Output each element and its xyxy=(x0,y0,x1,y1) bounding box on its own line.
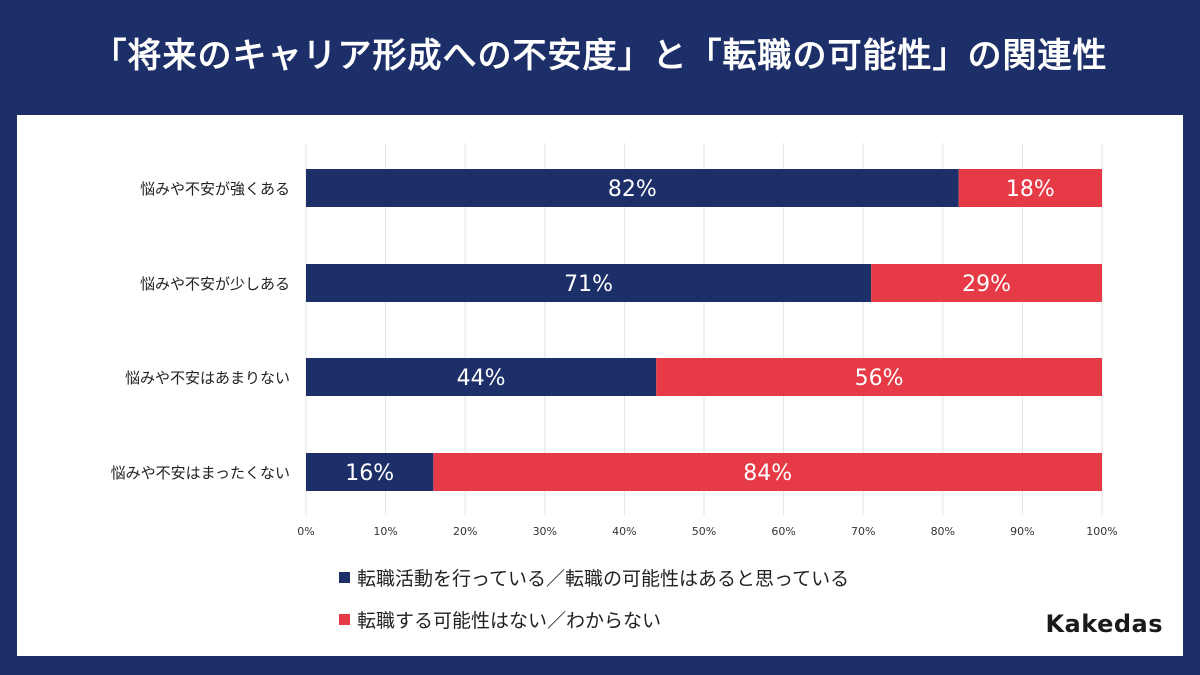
category-label: 悩みや不安はまったくない xyxy=(111,464,290,482)
x-tick-label: 90% xyxy=(1010,525,1034,538)
bar-no xyxy=(871,264,1102,302)
data-label: 84% xyxy=(743,461,792,486)
x-tick-label: 20% xyxy=(453,525,477,538)
x-tick-label: 70% xyxy=(851,525,875,538)
data-label: 56% xyxy=(855,366,904,391)
bar-yes xyxy=(306,453,434,491)
bar-yes xyxy=(306,169,959,207)
x-tick-label: 100% xyxy=(1086,525,1117,538)
x-tick-label: 60% xyxy=(771,525,795,538)
category-label: 悩みや不安が少しある xyxy=(140,275,290,293)
x-tick-label: 40% xyxy=(612,525,636,538)
data-label: 18% xyxy=(1006,177,1055,202)
chart-title: 「将来のキャリア形成への不安度」と「転職の可能性」の関連性 xyxy=(92,36,1108,76)
legend-item-no: 転職する可能性はない／わからない xyxy=(339,606,661,633)
legend-label-no: 転職する可能性はない／わからない xyxy=(357,610,662,632)
legend-swatch-no xyxy=(339,614,350,625)
x-tick-label: 30% xyxy=(533,525,557,538)
bar-layer xyxy=(306,169,1102,491)
chart-svg: 0% 10% 20% 30% 40% 50% 60% 70% 80% 90% 100% 悩みや不安が強… xyxy=(111,143,1118,538)
legend-swatch-yes xyxy=(339,572,350,583)
bar-no xyxy=(958,169,1102,207)
data-label: 29% xyxy=(962,272,1011,297)
data-label: 44% xyxy=(457,366,506,391)
category-label: 悩みや不安はあまりない xyxy=(125,369,290,387)
x-tick-label: 50% xyxy=(692,525,716,538)
legend-item-yes: 転職活動を行っている／転職の可能性はあると思っている xyxy=(339,564,849,591)
text-layer: 0% 10% 20% 30% 40% 50% 60% 70% 80% 90% 100% 悩みや不安が強… xyxy=(111,177,1118,538)
data-label: 16% xyxy=(345,461,394,486)
category-label: 悩みや不安が強くある xyxy=(140,180,290,198)
x-tick-label: 0% xyxy=(297,525,314,538)
brand-logo: Kakedas xyxy=(1045,610,1163,638)
bar-no xyxy=(433,453,1102,491)
bar-yes xyxy=(306,264,872,302)
bar-no xyxy=(656,358,1102,396)
data-label: 71% xyxy=(564,272,613,297)
legend-label-yes: 転職活動を行っている／転職の可能性はあると思っている xyxy=(357,568,850,590)
x-tick-label: 80% xyxy=(931,525,955,538)
x-tick-label: 10% xyxy=(373,525,397,538)
chart-panel: 0% 10% 20% 30% 40% 50% 60% 70% 80% 90% 100% 悩みや不安が強… xyxy=(17,115,1183,656)
bar-yes xyxy=(306,358,657,396)
data-label: 82% xyxy=(608,177,657,202)
